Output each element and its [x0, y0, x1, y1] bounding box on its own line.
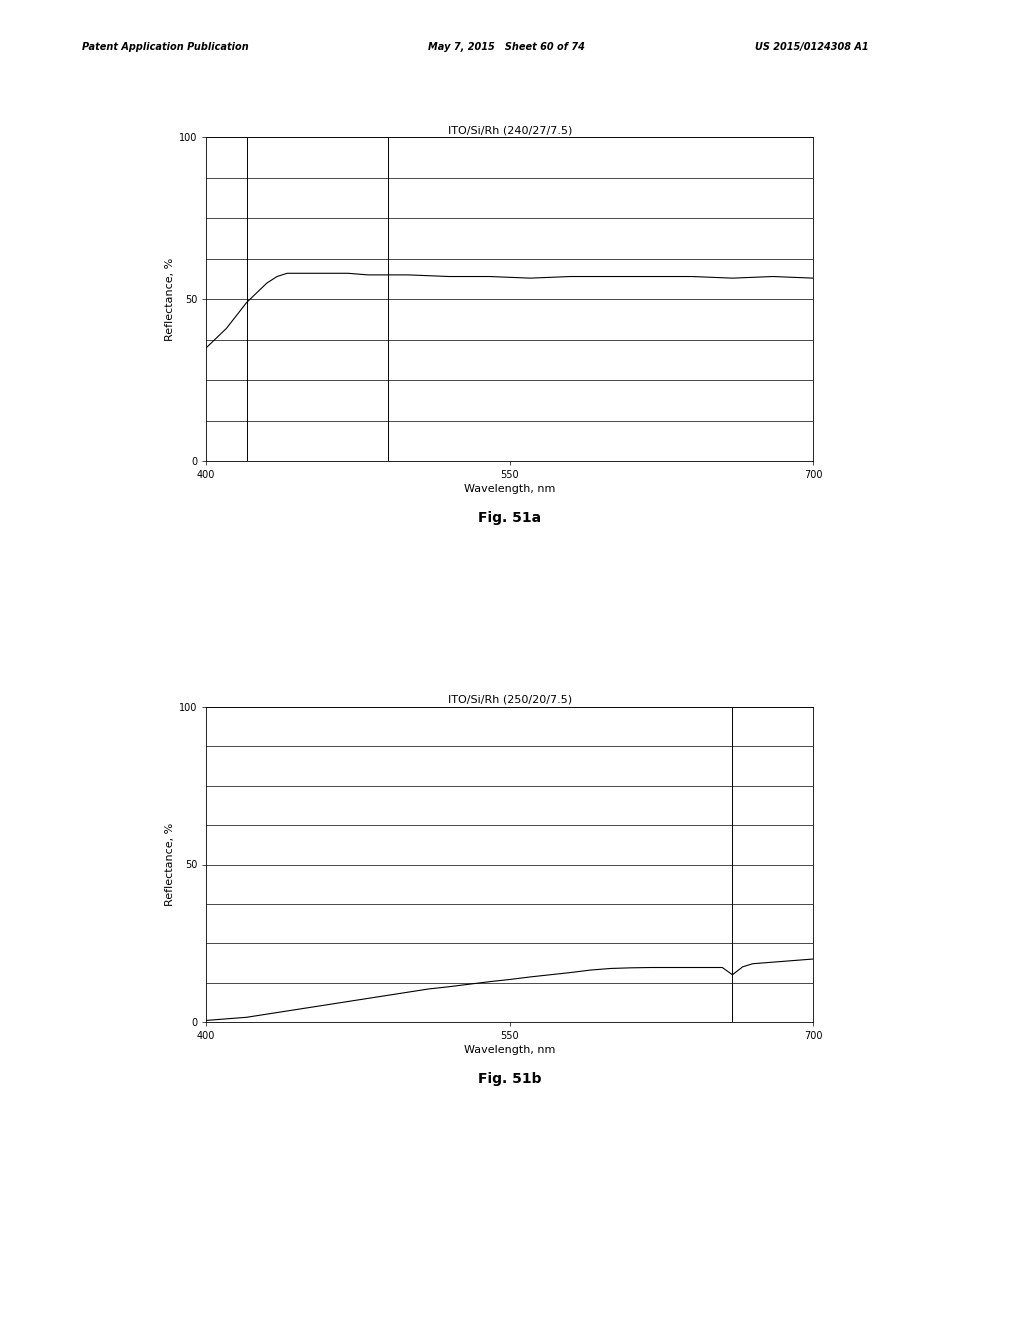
X-axis label: Wavelength, nm: Wavelength, nm: [464, 484, 555, 495]
Text: Fig. 51b: Fig. 51b: [478, 1072, 541, 1086]
Text: US 2015/0124308 A1: US 2015/0124308 A1: [754, 42, 867, 53]
Title: ITO/Si/Rh (250/20/7.5): ITO/Si/Rh (250/20/7.5): [447, 694, 572, 705]
Title: ITO/Si/Rh (240/27/7.5): ITO/Si/Rh (240/27/7.5): [447, 125, 572, 135]
X-axis label: Wavelength, nm: Wavelength, nm: [464, 1045, 555, 1055]
Text: Fig. 51a: Fig. 51a: [478, 511, 541, 525]
Text: May 7, 2015   Sheet 60 of 74: May 7, 2015 Sheet 60 of 74: [428, 42, 585, 53]
Y-axis label: Reflectance, %: Reflectance, %: [164, 257, 174, 341]
Text: Patent Application Publication: Patent Application Publication: [82, 42, 248, 53]
Y-axis label: Reflectance, %: Reflectance, %: [164, 822, 174, 906]
